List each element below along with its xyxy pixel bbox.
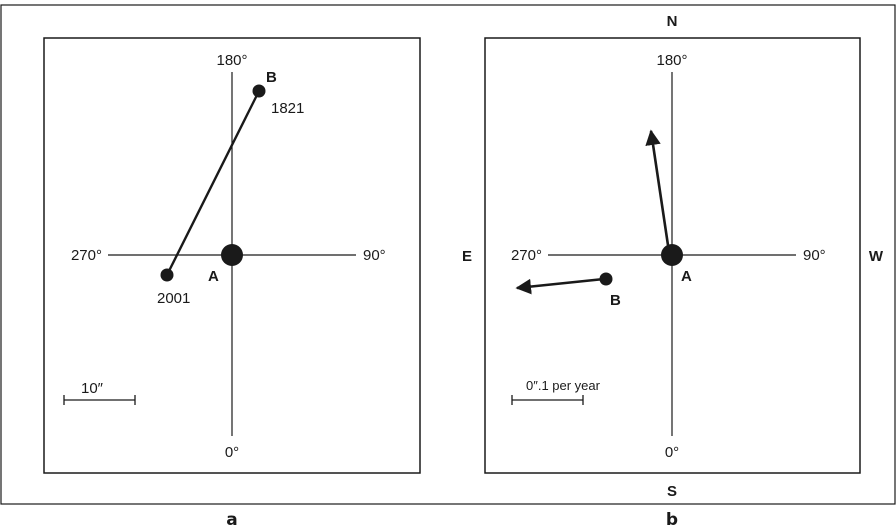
compass-south-label: S <box>667 483 677 500</box>
panel-a: 180° 0° 270° 90° B 1821 2001 A 10″ a <box>43 37 421 529</box>
panel-b-star-b-dot <box>599 272 613 286</box>
panel-a-star-end-dot <box>160 268 174 282</box>
panel-b-axis-left-label: 270° <box>511 247 542 264</box>
compass-west-label: W <box>869 248 884 265</box>
panel-a-star-a-label: A <box>208 268 219 285</box>
panel-b-star-b-motion-arrow <box>515 277 605 295</box>
outer-frame <box>0 4 896 505</box>
panel-b-star-b-label: B <box>610 292 621 309</box>
panel-a-axis-right-label: 90° <box>363 247 386 264</box>
panel-a-star-b-label: B <box>266 69 277 86</box>
panel-a-caption: a <box>226 510 237 529</box>
panel-b-star-a-label: A <box>681 268 692 285</box>
panel-a-star-a-dot <box>221 244 243 266</box>
panel-a-axis-top-label: 180° <box>216 52 247 69</box>
panel-b-scale-label: 0″.1 per year <box>526 378 601 393</box>
panel-b-axis-right-label: 90° <box>803 247 826 264</box>
panel-b-caption: b <box>666 510 678 529</box>
panel-a-star-b-dot <box>252 84 266 98</box>
compass-north-label: N <box>667 13 678 30</box>
panel-b-star-a-motion-arrow <box>645 129 671 253</box>
panel-b-star-a-dot <box>661 244 683 266</box>
panel-a-scale-label: 10″ <box>81 380 104 397</box>
panel-b-axis-bottom-label: 0° <box>665 444 679 461</box>
panel-a-axis-bottom-label: 0° <box>225 444 239 461</box>
panel-a-frame <box>43 37 421 474</box>
panel-b-frame <box>484 37 861 474</box>
panel-b: 180° 0° 270° 90° N S E W A B 0″.1 per ye… <box>462 13 884 529</box>
panel-a-axis-left-label: 270° <box>71 247 102 264</box>
panel-b-axis-top-label: 180° <box>656 52 687 69</box>
compass-east-label: E <box>462 248 472 265</box>
panel-a-trajectory-line <box>165 90 261 276</box>
panel-a-year-b-label: 1821 <box>271 100 304 117</box>
panel-a-year-end-label: 2001 <box>157 290 190 307</box>
